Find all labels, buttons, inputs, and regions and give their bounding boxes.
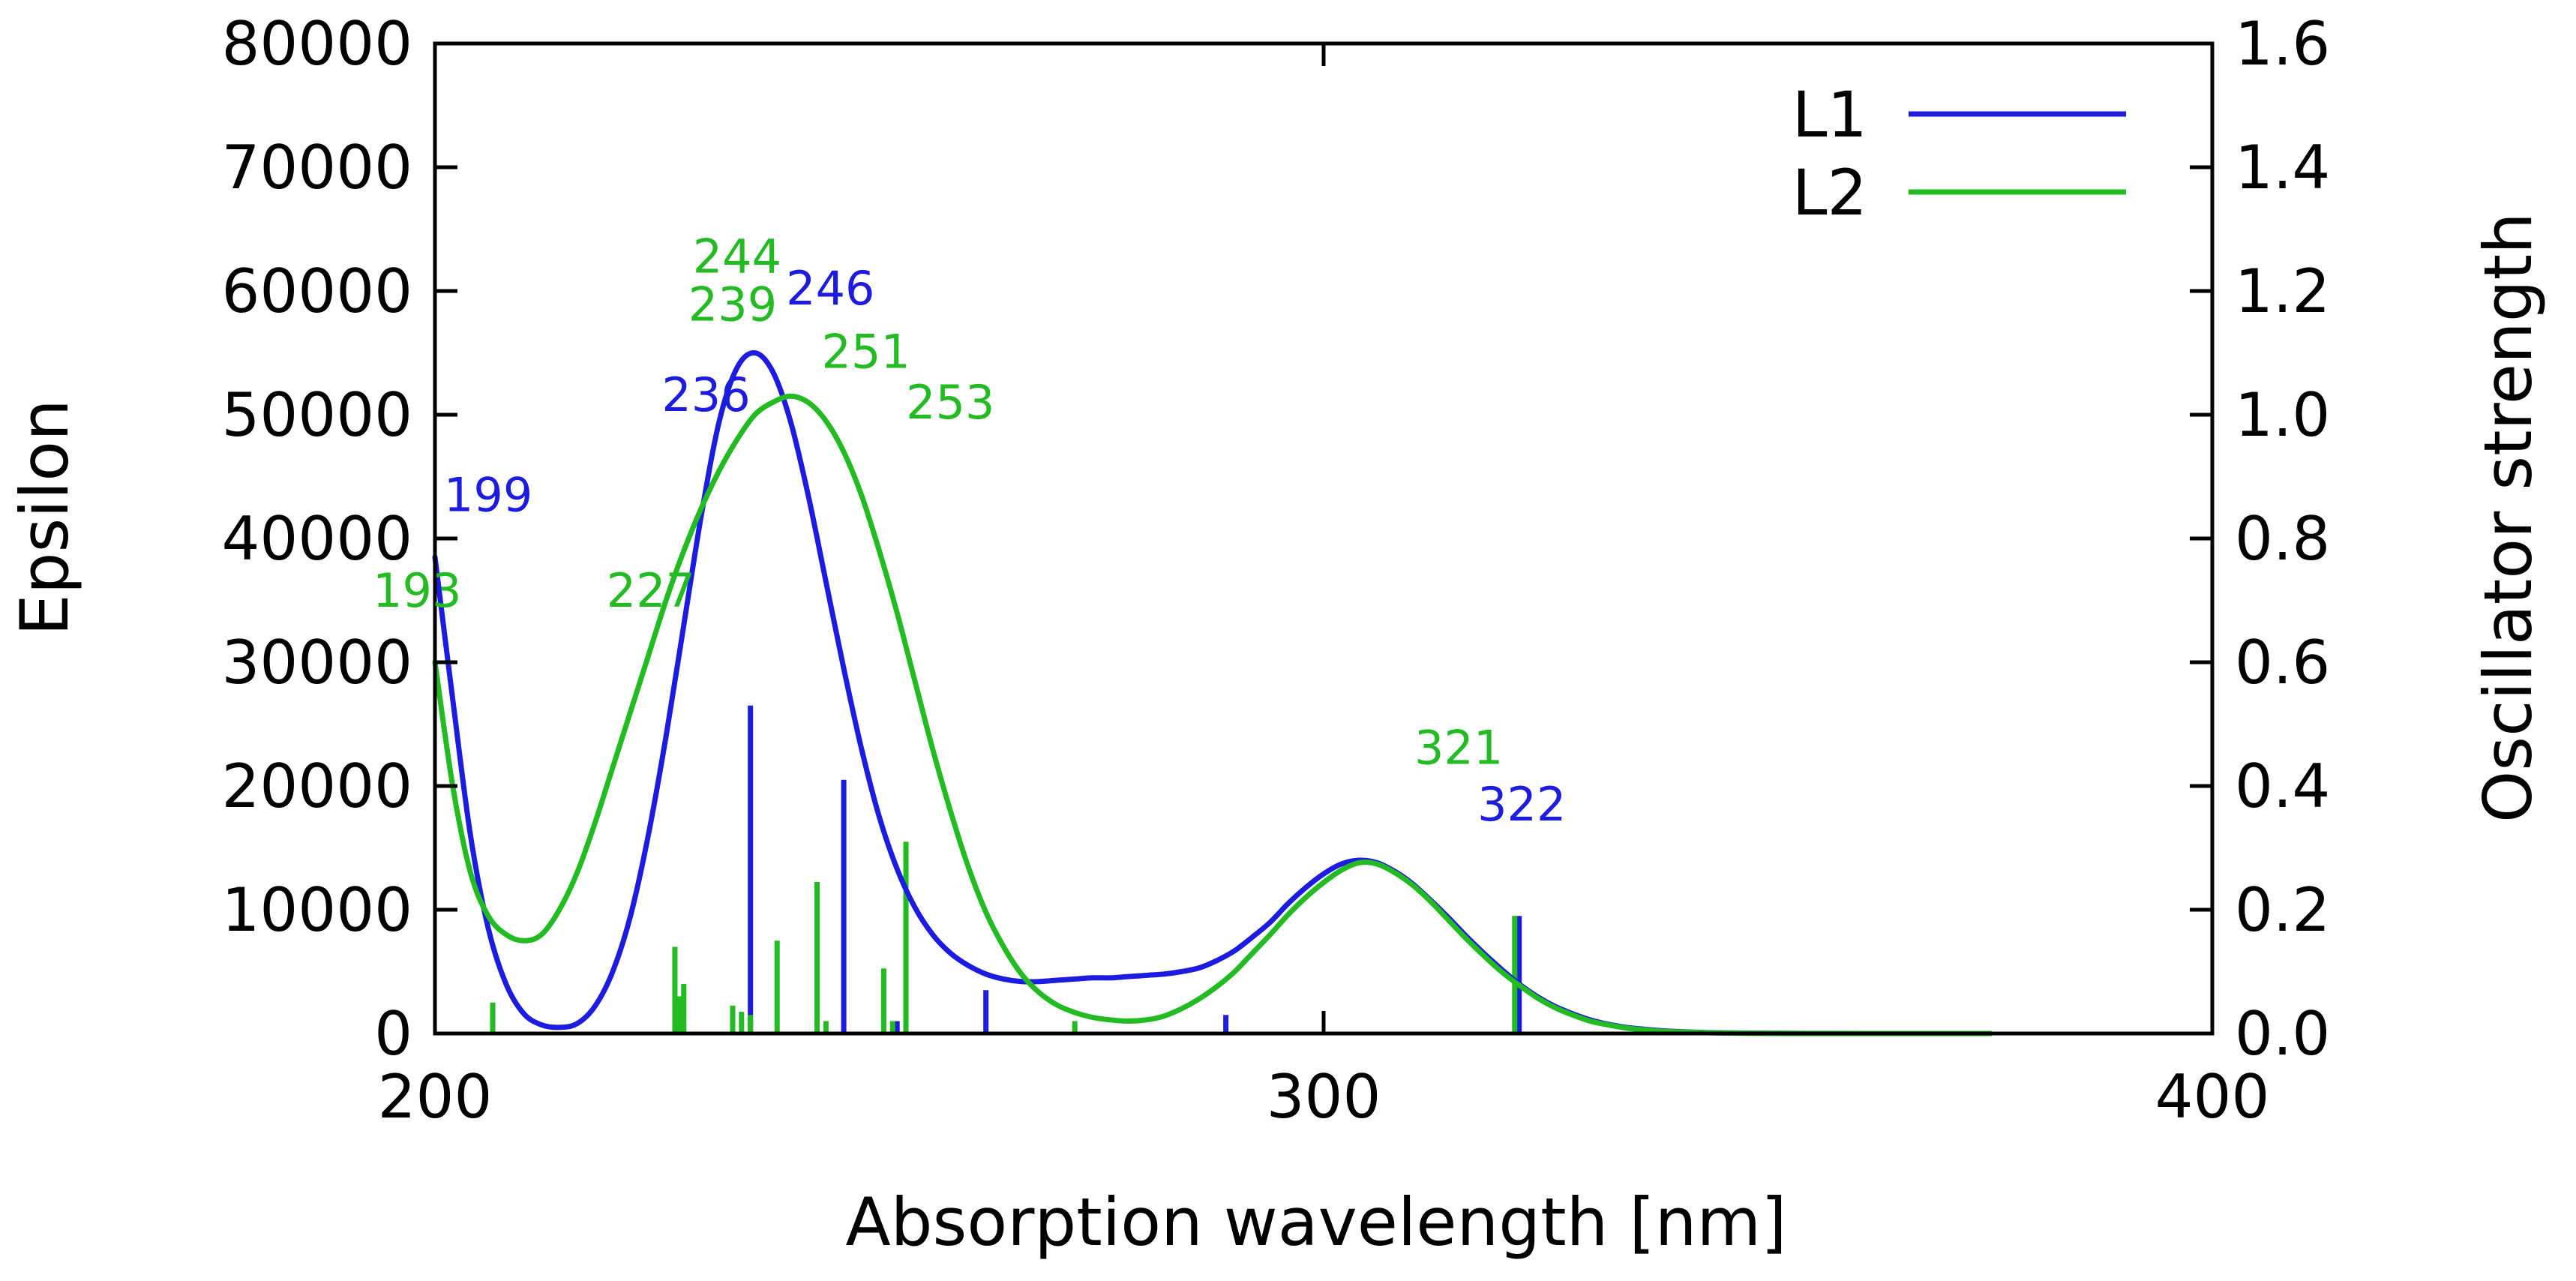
peak-label-l2: 253	[906, 375, 994, 430]
y2-tick-label: 0.0	[2235, 999, 2330, 1069]
y-tick-label: 80000	[222, 9, 413, 79]
y-tick-label: 60000	[222, 256, 413, 326]
y2-axis-title: Oscillator strength	[2470, 212, 2547, 823]
series-line-l1	[432, 350, 1993, 1036]
y-tick-label: 10000	[222, 875, 413, 945]
series-line-l2	[432, 393, 1993, 1036]
legend-label-l2: L2	[1792, 156, 1867, 230]
peak-label-l2: 321	[1414, 720, 1503, 775]
y2-tick-label: 0.6	[2235, 628, 2330, 698]
peak-label-l2: 244	[693, 229, 781, 284]
peak-label-l2: 193	[373, 563, 461, 618]
y2-tick-label: 0.8	[2235, 504, 2330, 574]
y2-tick-label: 1.4	[2235, 133, 2330, 202]
peak-label-l1: 236	[661, 368, 750, 422]
y2-tick-label: 0.4	[2235, 752, 2330, 821]
peak-label-l2: 239	[688, 278, 777, 332]
peak-label-l2: 251	[822, 324, 910, 379]
peak-label-l1: 246	[786, 261, 874, 316]
peak-label-l1: 322	[1477, 777, 1566, 832]
y2-tick-label: 0.2	[2235, 875, 2330, 945]
legend-label-l1: L1	[1792, 78, 1867, 152]
axis-ticks: 0 10000 20000 30000 40000 50000 60000 70000 8000…	[222, 9, 2331, 1132]
y-tick-label: 20000	[222, 752, 413, 821]
x-tick-label: 300	[1267, 1062, 1381, 1132]
peak-label-l2: 227	[607, 563, 695, 618]
y2-tick-label: 1.0	[2235, 380, 2330, 450]
x-axis-title: Absorption wavelength [nm]	[845, 1184, 1786, 1261]
y-tick-label: 50000	[222, 380, 413, 450]
series-lines	[432, 350, 1993, 1036]
x-tick-label: 200	[378, 1062, 493, 1132]
y2-tick-label: 1.6	[2235, 9, 2330, 79]
x-tick-label: 400	[2155, 1062, 2270, 1132]
y-tick-label: 40000	[222, 504, 413, 574]
y-tick-label: 30000	[222, 628, 413, 698]
y-axis-title: Epsilon	[6, 399, 83, 636]
y2-tick-label: 1.2	[2235, 256, 2330, 326]
y-tick-label: 70000	[222, 133, 413, 202]
peak-label-l1: 199	[444, 468, 532, 523]
stick-spectra	[490, 705, 1522, 1034]
y-tick-label: 0	[374, 999, 412, 1069]
